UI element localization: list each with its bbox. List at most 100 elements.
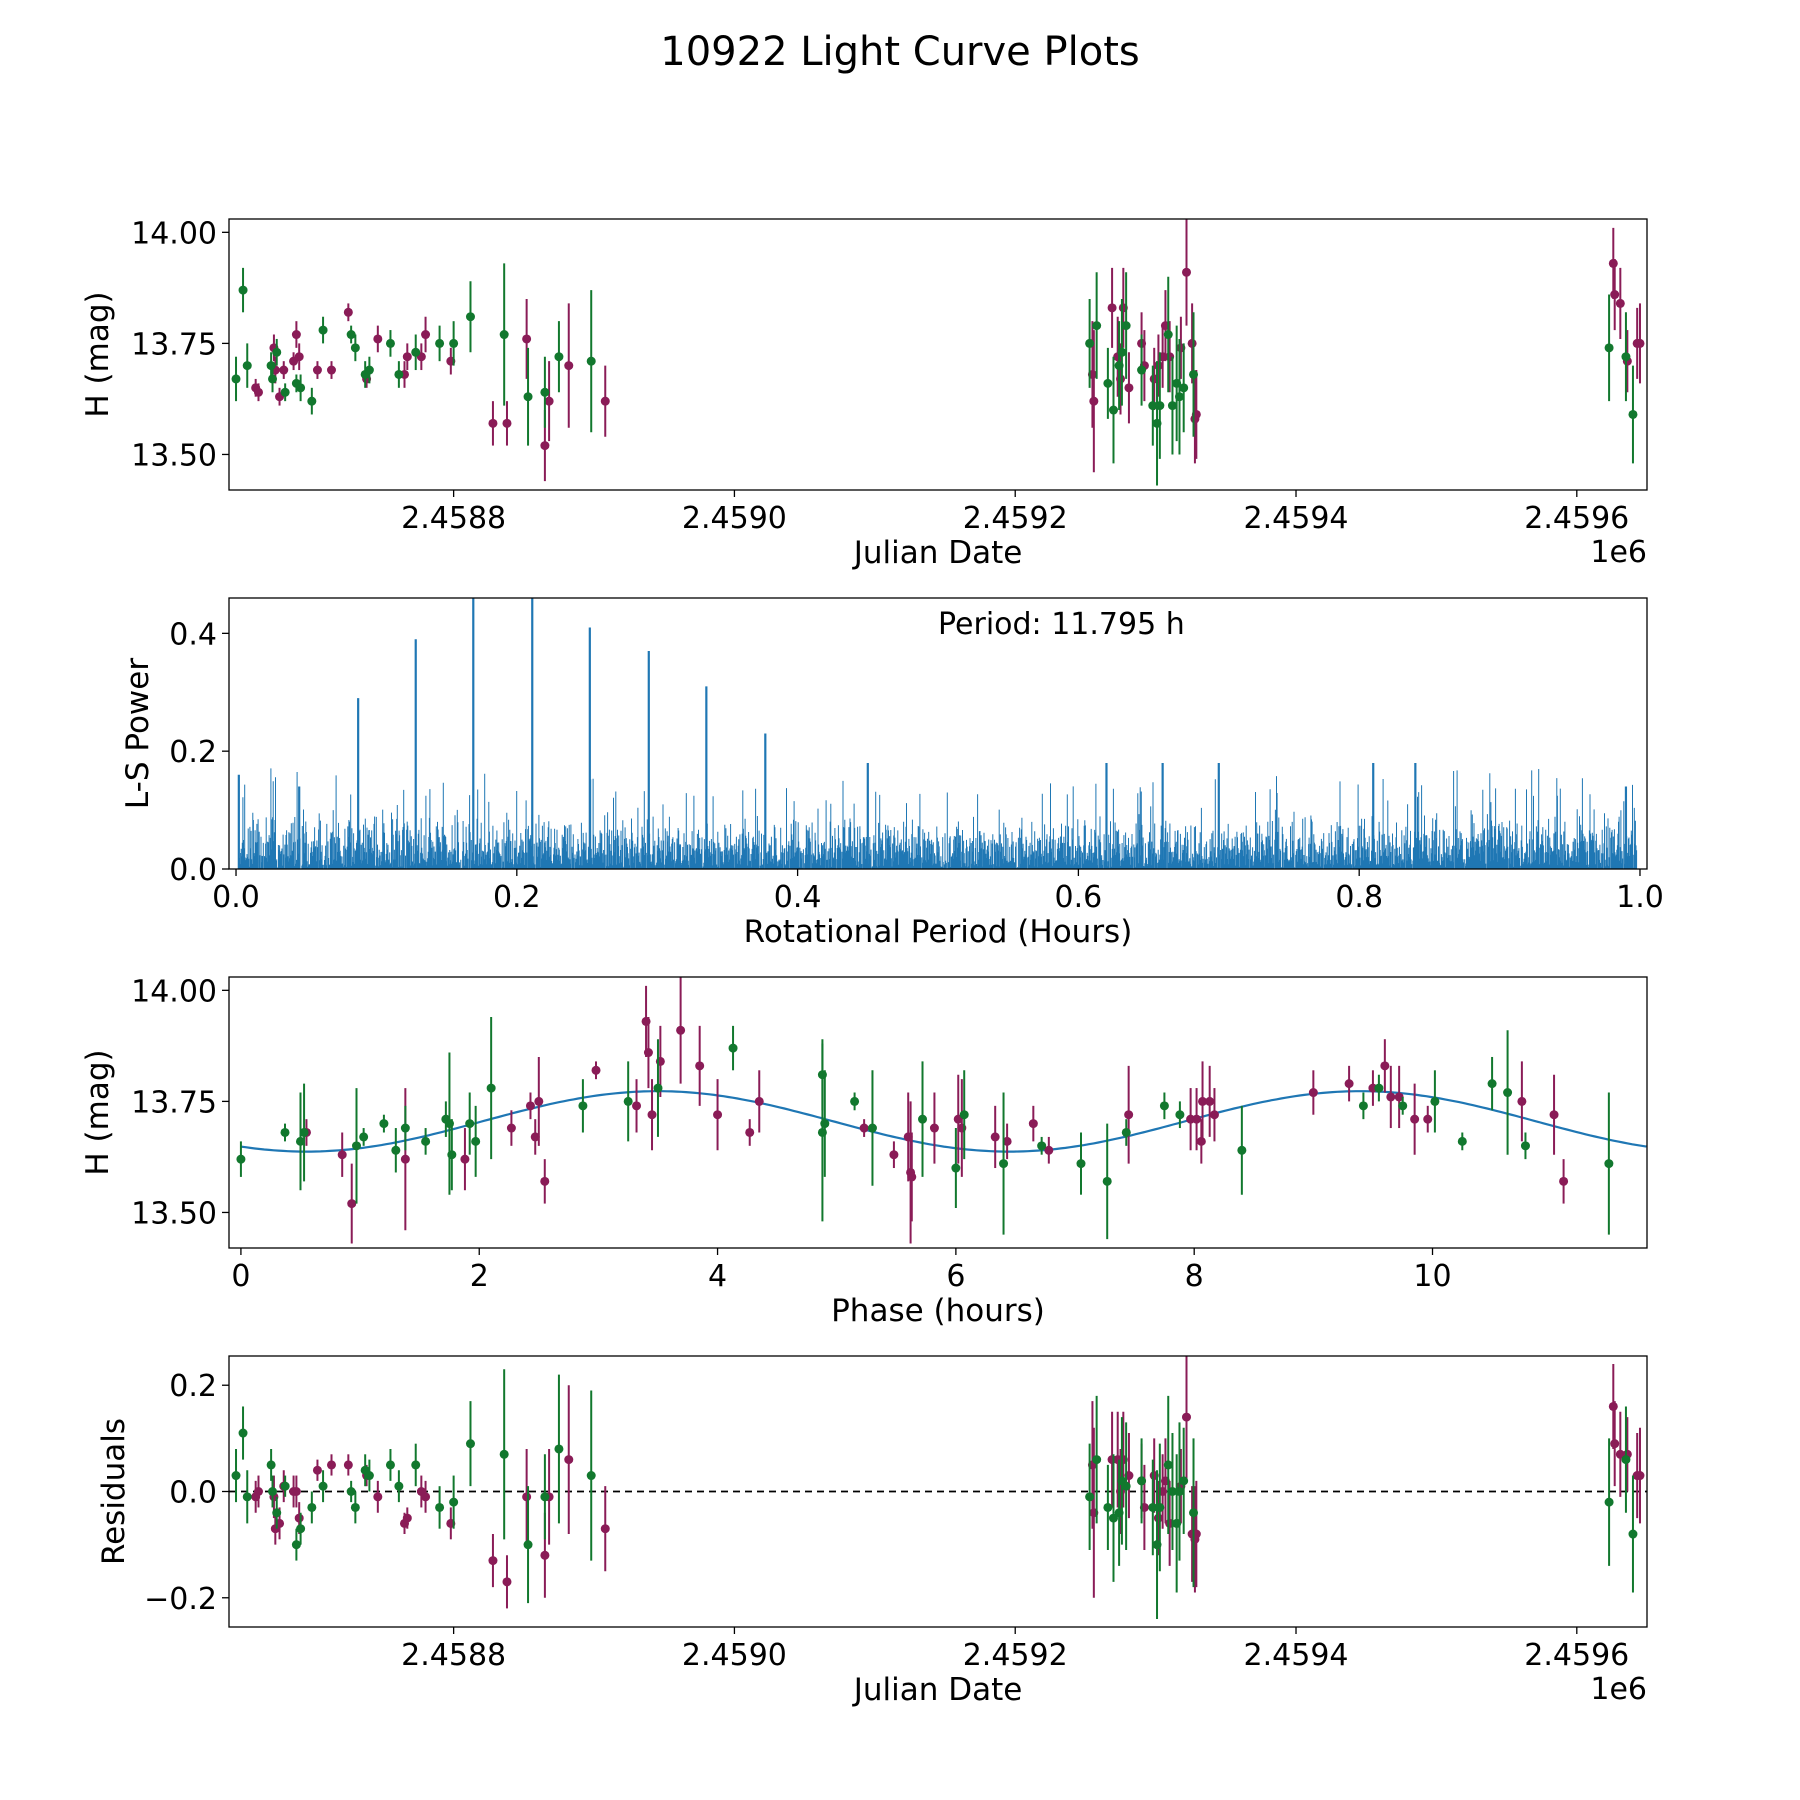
green-data-point [1628, 409, 1638, 419]
x-tick-label: 0.8 [1335, 880, 1383, 915]
red-data-point [1344, 1079, 1354, 1089]
x-tick-label: 2.4588 [401, 501, 506, 536]
green-data-point [1108, 1513, 1118, 1523]
green-data-point [307, 396, 317, 406]
red-data-point [600, 1524, 610, 1534]
green-data-point [1102, 1176, 1112, 1186]
red-data-point [889, 1150, 899, 1160]
red-data-point [1615, 298, 1625, 308]
green-data-point [1121, 1481, 1131, 1491]
green-data-point [1155, 1502, 1165, 1512]
green-data-point [266, 1460, 276, 1470]
red-data-point [291, 330, 301, 340]
green-data-point [1137, 1476, 1147, 1486]
y-tick-label: 13.50 [131, 438, 217, 473]
red-data-point [294, 1513, 304, 1523]
red-data-point [632, 1101, 642, 1111]
red-data-point [540, 1176, 550, 1186]
green-data-point [1174, 1487, 1184, 1496]
red-data-point [1187, 338, 1197, 348]
x-tick-label: 0.0 [212, 880, 260, 915]
green-data-point [272, 1508, 282, 1518]
green-data-point [999, 1159, 1009, 1169]
red-data-point [1028, 1119, 1038, 1129]
red-data-point [929, 1123, 939, 1133]
x-tick-label: 2.4596 [1524, 1638, 1629, 1673]
red-data-point [1610, 1439, 1620, 1449]
red-data-point [460, 1154, 470, 1164]
green-data-point [449, 338, 459, 348]
red-data-point [540, 441, 550, 451]
red-data-point [522, 1492, 532, 1502]
x-tick-label: 0.6 [1055, 880, 1103, 915]
x-tick-label: 2.4590 [682, 501, 787, 536]
red-data-point [695, 1061, 705, 1071]
green-data-point [352, 1141, 362, 1151]
y-axis-label: L-S Power [120, 658, 156, 809]
y-tick-label: 0.4 [169, 617, 217, 652]
x-axis-label: Phase (hours) [831, 1293, 1045, 1329]
x-tick-label: 2.4588 [401, 1638, 506, 1673]
y-tick-label: 0.0 [169, 1476, 217, 1511]
red-data-point [600, 396, 610, 406]
axes-frame [228, 976, 1648, 1249]
red-data-point [1124, 1110, 1134, 1120]
green-data-point [400, 1123, 410, 1133]
plot-area [236, 977, 1647, 1244]
green-data-point [394, 369, 404, 379]
red-data-point [402, 352, 412, 362]
green-data-point [653, 1083, 663, 1093]
green-data-point [1092, 321, 1102, 331]
green-data-point [499, 330, 509, 340]
green-data-point [540, 387, 550, 397]
x-tick-label: 2.4590 [682, 1638, 787, 1673]
x-tick-label: 2.4594 [1244, 1638, 1349, 1673]
green-data-point [449, 1497, 459, 1507]
green-data-point [1121, 1127, 1131, 1137]
red-data-point [400, 1154, 410, 1164]
red-data-point [1610, 290, 1620, 300]
green-data-point [299, 1127, 309, 1137]
x-tick-label: 0.2 [493, 880, 541, 915]
red-data-point [1116, 374, 1126, 384]
green-data-point [465, 1119, 475, 1129]
green-data-point [918, 1114, 928, 1124]
y-tick-label: 13.75 [131, 1085, 217, 1120]
green-data-point [486, 1083, 496, 1093]
green-data-point [385, 1460, 395, 1470]
x-axis-label: Julian Date [852, 535, 1023, 571]
green-data-point [296, 1524, 306, 1534]
red-data-point [1308, 1088, 1318, 1098]
green-data-point [578, 1101, 588, 1111]
green-data-point [318, 1481, 328, 1491]
green-data-point [1175, 1110, 1185, 1120]
red-data-point [337, 1150, 347, 1160]
green-data-point [959, 1110, 969, 1120]
red-data-point [1380, 1061, 1390, 1071]
green-data-point [266, 361, 276, 371]
green-data-point [820, 1119, 830, 1129]
periodogram-panel: Period: 11.795 h 0.0 0.2 0.4 0.6 0.8 1.0 0.0 0.2… [120, 597, 1664, 950]
green-data-point [1179, 383, 1189, 393]
green-data-point [268, 1487, 278, 1496]
green-data-point [586, 356, 596, 366]
green-data-point [1117, 347, 1127, 357]
x-tick-label: 2 [470, 1259, 489, 1294]
green-data-point [1085, 1492, 1095, 1502]
green-data-point [1092, 1455, 1102, 1465]
green-data-point [1167, 1487, 1177, 1496]
green-data-point [1628, 1529, 1638, 1539]
green-data-point [280, 1127, 290, 1137]
green-data-point [1604, 1497, 1614, 1507]
green-data-point [359, 1132, 369, 1142]
green-data-point [411, 347, 421, 357]
red-data-point [1386, 1092, 1396, 1102]
red-data-point [488, 418, 498, 428]
red-data-point [1410, 1114, 1420, 1124]
green-data-point [242, 1492, 252, 1502]
y-axis-label: Residuals [96, 1418, 132, 1565]
red-data-point [1182, 1412, 1192, 1422]
green-data-point [350, 1502, 360, 1512]
green-data-point [385, 338, 395, 348]
